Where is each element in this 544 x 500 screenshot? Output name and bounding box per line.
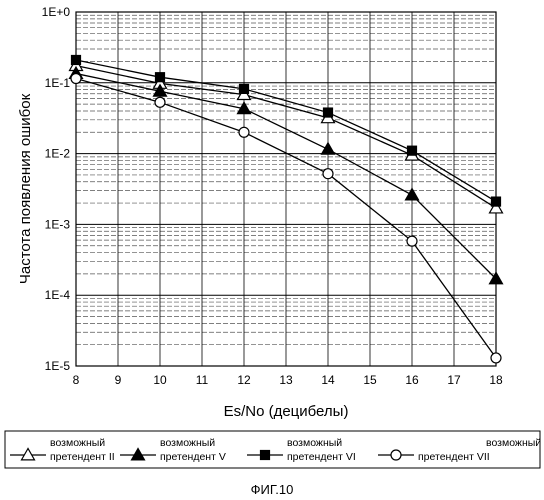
data-point-marker bbox=[491, 353, 501, 363]
figure-caption: ФИГ.10 bbox=[251, 482, 294, 497]
data-point-marker bbox=[239, 127, 249, 137]
y-tick-label: 1E-1 bbox=[45, 76, 71, 90]
legend-entry: возможный претендент VI bbox=[247, 437, 356, 463]
y-tick-label: 1E-4 bbox=[45, 288, 71, 302]
y-tick-label: 1E-3 bbox=[45, 217, 71, 231]
legend-label-line1: возможный bbox=[50, 437, 105, 449]
y-axis-title: Частота появления ошибок bbox=[17, 93, 34, 284]
x-tick-label: 13 bbox=[279, 373, 293, 387]
legend-entry: возможный претендент V bbox=[120, 437, 226, 463]
grid-lines bbox=[76, 12, 496, 366]
data-point-marker bbox=[156, 73, 165, 82]
data-point-marker bbox=[155, 97, 165, 107]
data-point-marker bbox=[408, 146, 417, 155]
data-point-marker bbox=[322, 143, 335, 154]
legend-marker bbox=[391, 450, 401, 460]
legend: возможный претендент II возможный претенден… bbox=[5, 431, 541, 468]
legend-label-line2: претендент II bbox=[50, 451, 115, 463]
y-tick-label: 1E-5 bbox=[45, 359, 71, 373]
legend-label-line2: претендент V bbox=[160, 451, 226, 463]
y-axis-ticks: 1E-5 1E-4 1E-3 1E-2 1E-1 1E+0 bbox=[42, 5, 71, 373]
data-point-marker bbox=[323, 169, 333, 179]
legend-label-line1: возможный bbox=[160, 437, 215, 449]
data-point-marker bbox=[72, 55, 81, 64]
legend-marker bbox=[261, 451, 270, 460]
legend-entry: возможный претендент VII bbox=[378, 437, 541, 463]
data-point-marker bbox=[492, 197, 501, 206]
legend-label-line1: возможный bbox=[287, 437, 342, 449]
legend-marker bbox=[132, 449, 145, 460]
x-tick-label: 15 bbox=[363, 373, 377, 387]
x-tick-label: 12 bbox=[237, 373, 251, 387]
x-tick-label: 10 bbox=[153, 373, 167, 387]
legend-label-line2: претендент VI bbox=[287, 451, 356, 463]
legend-label-line2: претендент VII bbox=[418, 451, 490, 463]
data-point-marker bbox=[324, 108, 333, 117]
y-tick-label: 1E+0 bbox=[42, 5, 71, 19]
data-point-marker bbox=[240, 84, 249, 93]
x-tick-label: 17 bbox=[447, 373, 461, 387]
x-tick-label: 18 bbox=[489, 373, 503, 387]
data-point-marker bbox=[407, 236, 417, 246]
x-tick-label: 14 bbox=[321, 373, 335, 387]
x-tick-label: 9 bbox=[115, 373, 122, 387]
x-axis-ticks: 8 9 10 11 12 13 14 15 16 17 18 bbox=[73, 373, 503, 387]
x-tick-label: 11 bbox=[196, 373, 209, 387]
data-point-marker bbox=[406, 189, 419, 200]
x-tick-label: 16 bbox=[405, 373, 419, 387]
legend-entry: возможный претендент II bbox=[10, 437, 115, 463]
data-point-marker bbox=[71, 74, 81, 84]
x-axis-title: Es/No (децибелы) bbox=[224, 403, 349, 420]
y-tick-label: 1E-2 bbox=[45, 147, 71, 161]
legend-marker bbox=[22, 449, 35, 460]
x-tick-label: 8 bbox=[73, 373, 80, 387]
legend-label-line1: возможный bbox=[486, 437, 541, 449]
